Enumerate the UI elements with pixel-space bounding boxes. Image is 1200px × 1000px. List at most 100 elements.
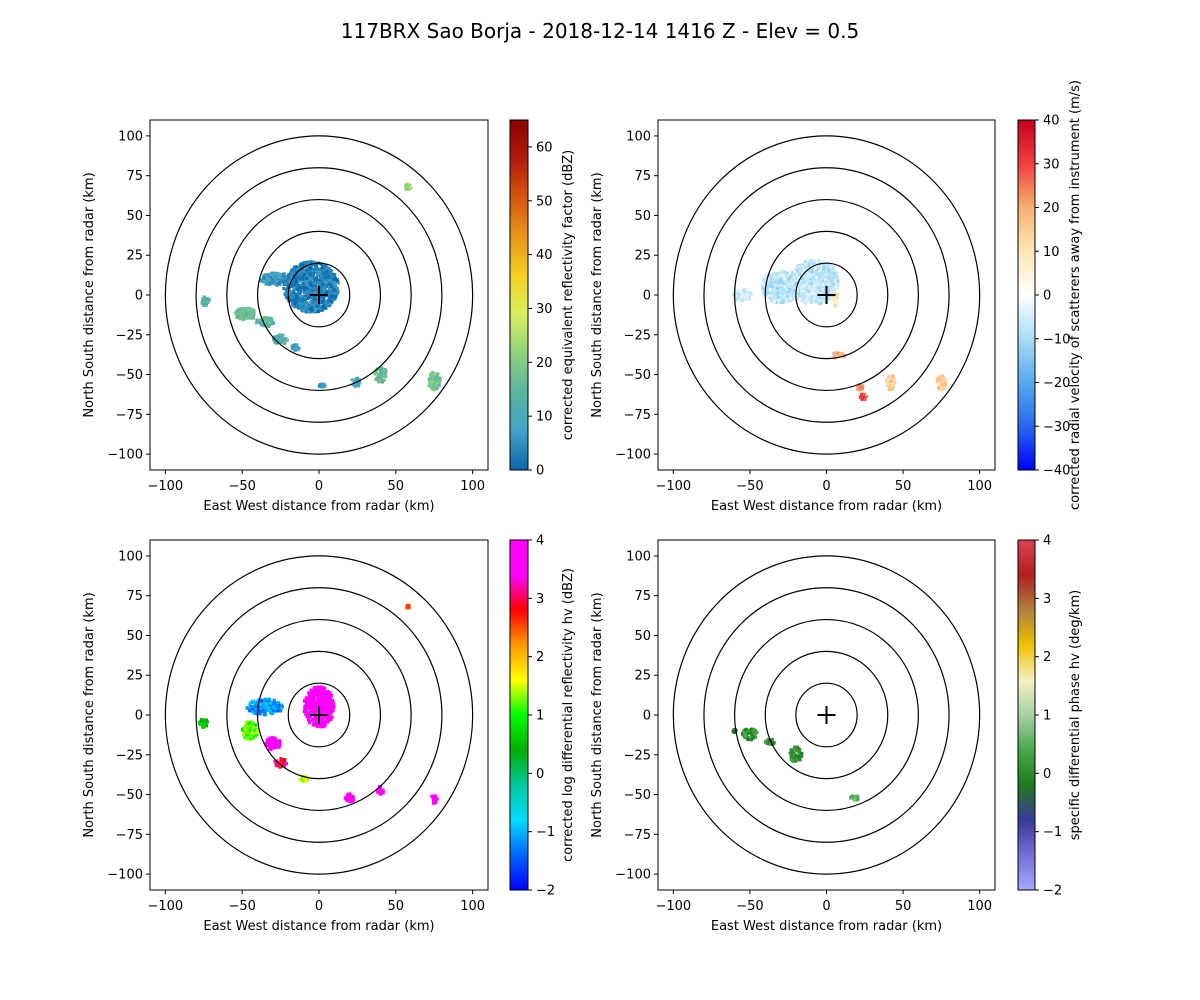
colorbar-tick-label: 1 xyxy=(536,709,544,724)
echo-gate xyxy=(323,690,327,694)
echo-gate xyxy=(275,704,279,708)
echo-gate xyxy=(766,742,769,746)
echo-gate xyxy=(856,796,860,800)
echo-gate xyxy=(828,278,832,282)
range-rings xyxy=(164,135,474,455)
echo-gate xyxy=(791,295,795,299)
echo-gate xyxy=(784,271,788,275)
echo-gate xyxy=(238,312,241,316)
echo-gate xyxy=(318,278,322,282)
echo-gate xyxy=(766,291,770,295)
echo-cluster-5 xyxy=(200,295,211,307)
echo-gate xyxy=(304,708,308,712)
echo-gate xyxy=(292,275,296,279)
y-tick-label: 0 xyxy=(643,289,651,304)
echo-gate xyxy=(746,735,750,739)
echo-gate xyxy=(812,287,816,291)
echo-gate xyxy=(306,295,310,299)
echo-gate xyxy=(301,305,305,309)
echo-gate xyxy=(769,292,773,296)
echo-gate xyxy=(324,283,328,287)
echo-gate xyxy=(807,269,811,273)
echo-gate xyxy=(282,764,286,768)
echo-gate xyxy=(792,283,796,287)
echo-gate xyxy=(376,373,380,377)
echo-layer xyxy=(732,259,948,401)
echo-gate xyxy=(207,298,211,302)
echo-gate xyxy=(303,291,306,295)
echo-gate xyxy=(297,302,301,306)
echo-gate xyxy=(796,270,800,274)
y-tick-label: 25 xyxy=(634,669,651,684)
echo-gate xyxy=(940,386,944,389)
echo-gate xyxy=(740,297,744,301)
echo-gate xyxy=(284,282,288,286)
echo-gate xyxy=(269,699,273,703)
echo-gate xyxy=(291,345,295,349)
echo-gate xyxy=(326,283,330,286)
echo-gate xyxy=(373,372,377,376)
echo-gate xyxy=(259,702,263,706)
echo-gate xyxy=(312,286,316,290)
echo-gate xyxy=(308,303,311,307)
echo-gate xyxy=(298,288,302,292)
echo-layer xyxy=(731,727,860,802)
y-tick-label: 25 xyxy=(126,669,143,684)
echo-gate xyxy=(798,758,802,762)
echo-gate xyxy=(257,707,261,711)
echo-gate xyxy=(277,763,280,767)
echo-gate xyxy=(269,737,273,740)
echo-gate xyxy=(427,382,431,385)
echo-gate xyxy=(788,287,792,291)
echo-gate xyxy=(357,378,361,382)
y-tick-label: 0 xyxy=(135,289,143,304)
echo-gate xyxy=(314,715,318,719)
echo-gate xyxy=(299,277,302,281)
echo-gate xyxy=(248,726,252,730)
echo-gate xyxy=(319,685,323,689)
echo-gate xyxy=(302,287,306,291)
echo-gate xyxy=(432,797,436,801)
echo-gate xyxy=(826,267,830,271)
colorbar-tick-label: 2 xyxy=(536,650,544,665)
echo-gate xyxy=(767,739,771,743)
echo-gate xyxy=(315,692,319,696)
echo-gate xyxy=(819,298,823,302)
echo-gate xyxy=(812,259,816,262)
echo-gate xyxy=(820,260,824,264)
echo-gate xyxy=(771,276,775,280)
echo-gate xyxy=(891,384,895,388)
echo-gate xyxy=(273,701,277,705)
colorbar-tick-label: 10 xyxy=(1043,245,1060,260)
echo-gate xyxy=(790,756,794,760)
echo-gate xyxy=(732,293,735,297)
colorbar-tick-label: 3 xyxy=(1043,592,1051,607)
echo-gate xyxy=(273,739,277,742)
echo-gate xyxy=(831,279,835,283)
echo-cluster-1 xyxy=(245,697,284,717)
x-tick-label: −50 xyxy=(228,479,255,494)
echo-gate xyxy=(295,270,299,274)
echo-gate xyxy=(303,707,307,711)
echo-gate xyxy=(312,687,316,691)
echo-gate xyxy=(308,307,312,311)
echo-gate xyxy=(202,295,206,299)
echo-gate xyxy=(325,276,329,280)
echo-gate xyxy=(821,284,825,287)
echo-gate xyxy=(252,729,256,733)
echo-gate xyxy=(204,303,208,307)
echo-gate xyxy=(256,729,259,733)
echo-gate xyxy=(432,386,436,390)
echo-gate xyxy=(308,712,311,716)
echo-gate xyxy=(793,292,796,296)
echo-gate xyxy=(788,282,791,286)
echo-gate xyxy=(825,283,829,287)
echo-gate xyxy=(814,266,817,270)
echo-gate xyxy=(305,272,309,276)
echo-gate xyxy=(288,292,292,296)
echo-gate xyxy=(748,293,752,297)
echo-gate xyxy=(834,280,838,284)
echo-gate xyxy=(306,706,310,710)
echo-gate xyxy=(801,292,805,296)
echo-gate xyxy=(275,283,279,287)
